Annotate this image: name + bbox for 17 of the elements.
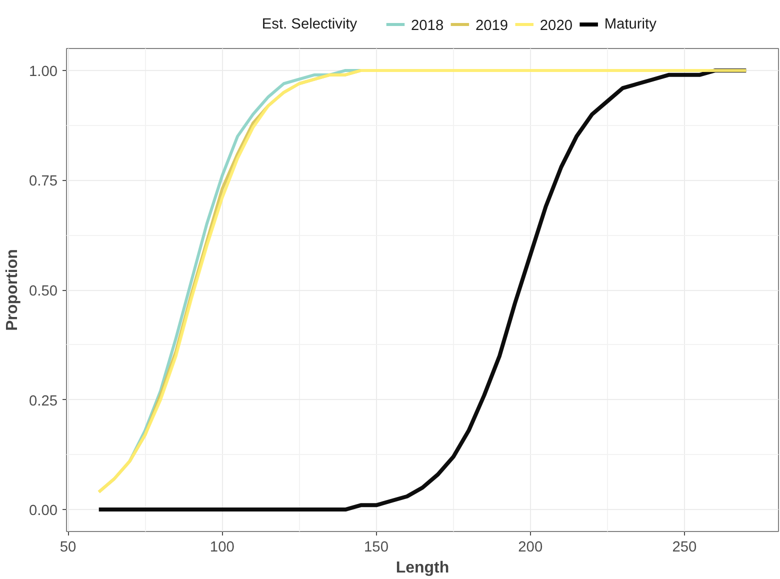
x-tick-label: 150: [364, 540, 389, 556]
x-tick-label: 100: [210, 540, 234, 556]
y-axis-title: Proportion: [4, 249, 21, 331]
x-tick-label: 200: [518, 540, 543, 556]
legend-label: 2018: [411, 18, 444, 34]
y-tick-label: 0.00: [28, 503, 58, 520]
x-tick-label: 250: [672, 540, 697, 556]
y-tick-label: 0.25: [28, 393, 58, 410]
y-tick-label: 0.75: [28, 174, 58, 190]
y-tick-label: 0.50: [28, 284, 58, 300]
legend-label: 2020: [540, 18, 572, 34]
y-tick-label: 1.00: [28, 64, 58, 80]
legend-label: Maturity: [604, 16, 658, 32]
legend-title: Est. Selectivity: [262, 16, 358, 32]
x-tick-label: 50: [60, 540, 76, 556]
legend-label: 2019: [475, 18, 508, 34]
x-axis-title: Length: [396, 560, 450, 576]
